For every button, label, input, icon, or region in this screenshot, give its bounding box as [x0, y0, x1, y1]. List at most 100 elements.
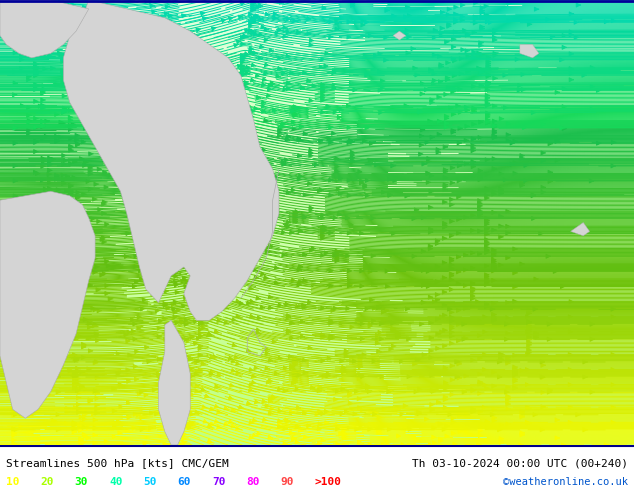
FancyArrowPatch shape — [478, 207, 482, 210]
FancyArrowPatch shape — [92, 24, 96, 28]
FancyArrowPatch shape — [431, 390, 436, 393]
FancyArrowPatch shape — [27, 75, 31, 79]
FancyArrowPatch shape — [427, 160, 431, 164]
FancyArrowPatch shape — [451, 37, 456, 41]
FancyArrowPatch shape — [140, 428, 144, 432]
FancyArrowPatch shape — [499, 214, 503, 218]
FancyArrowPatch shape — [491, 302, 496, 306]
FancyArrowPatch shape — [520, 154, 524, 158]
FancyArrowPatch shape — [55, 139, 59, 143]
FancyArrowPatch shape — [470, 282, 475, 286]
FancyArrowPatch shape — [527, 23, 532, 26]
FancyArrowPatch shape — [112, 409, 117, 413]
FancyArrowPatch shape — [268, 435, 273, 439]
FancyArrowPatch shape — [443, 366, 448, 369]
FancyArrowPatch shape — [478, 172, 482, 176]
FancyArrowPatch shape — [13, 28, 17, 32]
FancyArrowPatch shape — [76, 191, 81, 195]
FancyArrowPatch shape — [190, 129, 195, 133]
FancyArrowPatch shape — [12, 381, 16, 385]
FancyArrowPatch shape — [231, 368, 236, 372]
FancyArrowPatch shape — [219, 173, 224, 177]
FancyArrowPatch shape — [230, 127, 235, 131]
FancyArrowPatch shape — [486, 86, 489, 90]
FancyArrowPatch shape — [112, 387, 117, 391]
FancyArrowPatch shape — [41, 200, 45, 204]
FancyArrowPatch shape — [203, 311, 208, 315]
FancyArrowPatch shape — [264, 275, 268, 279]
FancyArrowPatch shape — [176, 380, 181, 384]
FancyArrowPatch shape — [583, 360, 587, 364]
FancyArrowPatch shape — [233, 83, 238, 87]
FancyArrowPatch shape — [478, 136, 482, 140]
FancyArrowPatch shape — [184, 285, 188, 289]
FancyArrowPatch shape — [513, 384, 517, 388]
FancyArrowPatch shape — [202, 304, 207, 308]
FancyArrowPatch shape — [13, 126, 17, 130]
FancyArrowPatch shape — [384, 36, 389, 40]
FancyArrowPatch shape — [349, 139, 353, 143]
FancyArrowPatch shape — [184, 425, 188, 429]
FancyArrowPatch shape — [278, 421, 282, 425]
FancyArrowPatch shape — [190, 39, 194, 43]
FancyArrowPatch shape — [281, 71, 286, 74]
FancyArrowPatch shape — [597, 141, 601, 145]
FancyArrowPatch shape — [505, 338, 509, 341]
FancyArrowPatch shape — [104, 440, 109, 443]
FancyArrowPatch shape — [191, 170, 196, 173]
FancyArrowPatch shape — [124, 333, 128, 337]
FancyArrowPatch shape — [100, 12, 105, 16]
FancyArrowPatch shape — [358, 372, 361, 376]
FancyArrowPatch shape — [527, 343, 531, 347]
FancyArrowPatch shape — [174, 274, 178, 278]
FancyArrowPatch shape — [152, 105, 157, 109]
FancyArrowPatch shape — [486, 120, 490, 124]
Text: 60: 60 — [178, 477, 191, 487]
FancyArrowPatch shape — [328, 319, 333, 323]
FancyArrowPatch shape — [439, 31, 444, 35]
FancyArrowPatch shape — [478, 215, 482, 218]
FancyArrowPatch shape — [453, 59, 457, 63]
FancyArrowPatch shape — [393, 178, 398, 182]
FancyArrowPatch shape — [208, 261, 213, 265]
FancyArrowPatch shape — [347, 284, 351, 288]
FancyArrowPatch shape — [262, 148, 266, 151]
FancyArrowPatch shape — [74, 320, 78, 324]
FancyArrowPatch shape — [269, 407, 275, 411]
FancyArrowPatch shape — [216, 212, 220, 216]
FancyArrowPatch shape — [233, 185, 238, 189]
FancyArrowPatch shape — [198, 321, 203, 325]
FancyArrowPatch shape — [450, 274, 454, 278]
FancyArrowPatch shape — [78, 23, 82, 27]
FancyArrowPatch shape — [148, 16, 152, 20]
FancyArrowPatch shape — [484, 275, 489, 279]
FancyArrowPatch shape — [521, 73, 526, 76]
FancyArrowPatch shape — [188, 157, 192, 161]
FancyArrowPatch shape — [55, 140, 59, 144]
FancyArrowPatch shape — [64, 1, 69, 5]
FancyArrowPatch shape — [358, 361, 362, 365]
FancyArrowPatch shape — [178, 376, 182, 380]
FancyArrowPatch shape — [520, 181, 524, 185]
FancyArrowPatch shape — [139, 277, 143, 281]
FancyArrowPatch shape — [472, 106, 476, 110]
FancyArrowPatch shape — [56, 413, 60, 416]
FancyArrowPatch shape — [93, 441, 97, 445]
FancyArrowPatch shape — [342, 368, 346, 371]
FancyArrowPatch shape — [220, 177, 225, 181]
FancyArrowPatch shape — [77, 396, 81, 400]
FancyArrowPatch shape — [560, 58, 564, 62]
FancyArrowPatch shape — [14, 375, 18, 379]
FancyArrowPatch shape — [353, 412, 357, 416]
FancyArrowPatch shape — [485, 101, 489, 105]
FancyArrowPatch shape — [221, 230, 226, 234]
FancyArrowPatch shape — [268, 83, 273, 87]
FancyArrowPatch shape — [71, 122, 75, 126]
FancyArrowPatch shape — [48, 235, 52, 239]
FancyArrowPatch shape — [520, 415, 524, 419]
FancyArrowPatch shape — [278, 425, 282, 429]
FancyArrowPatch shape — [74, 276, 79, 280]
FancyArrowPatch shape — [450, 392, 455, 396]
FancyArrowPatch shape — [223, 192, 228, 196]
FancyArrowPatch shape — [190, 178, 195, 182]
